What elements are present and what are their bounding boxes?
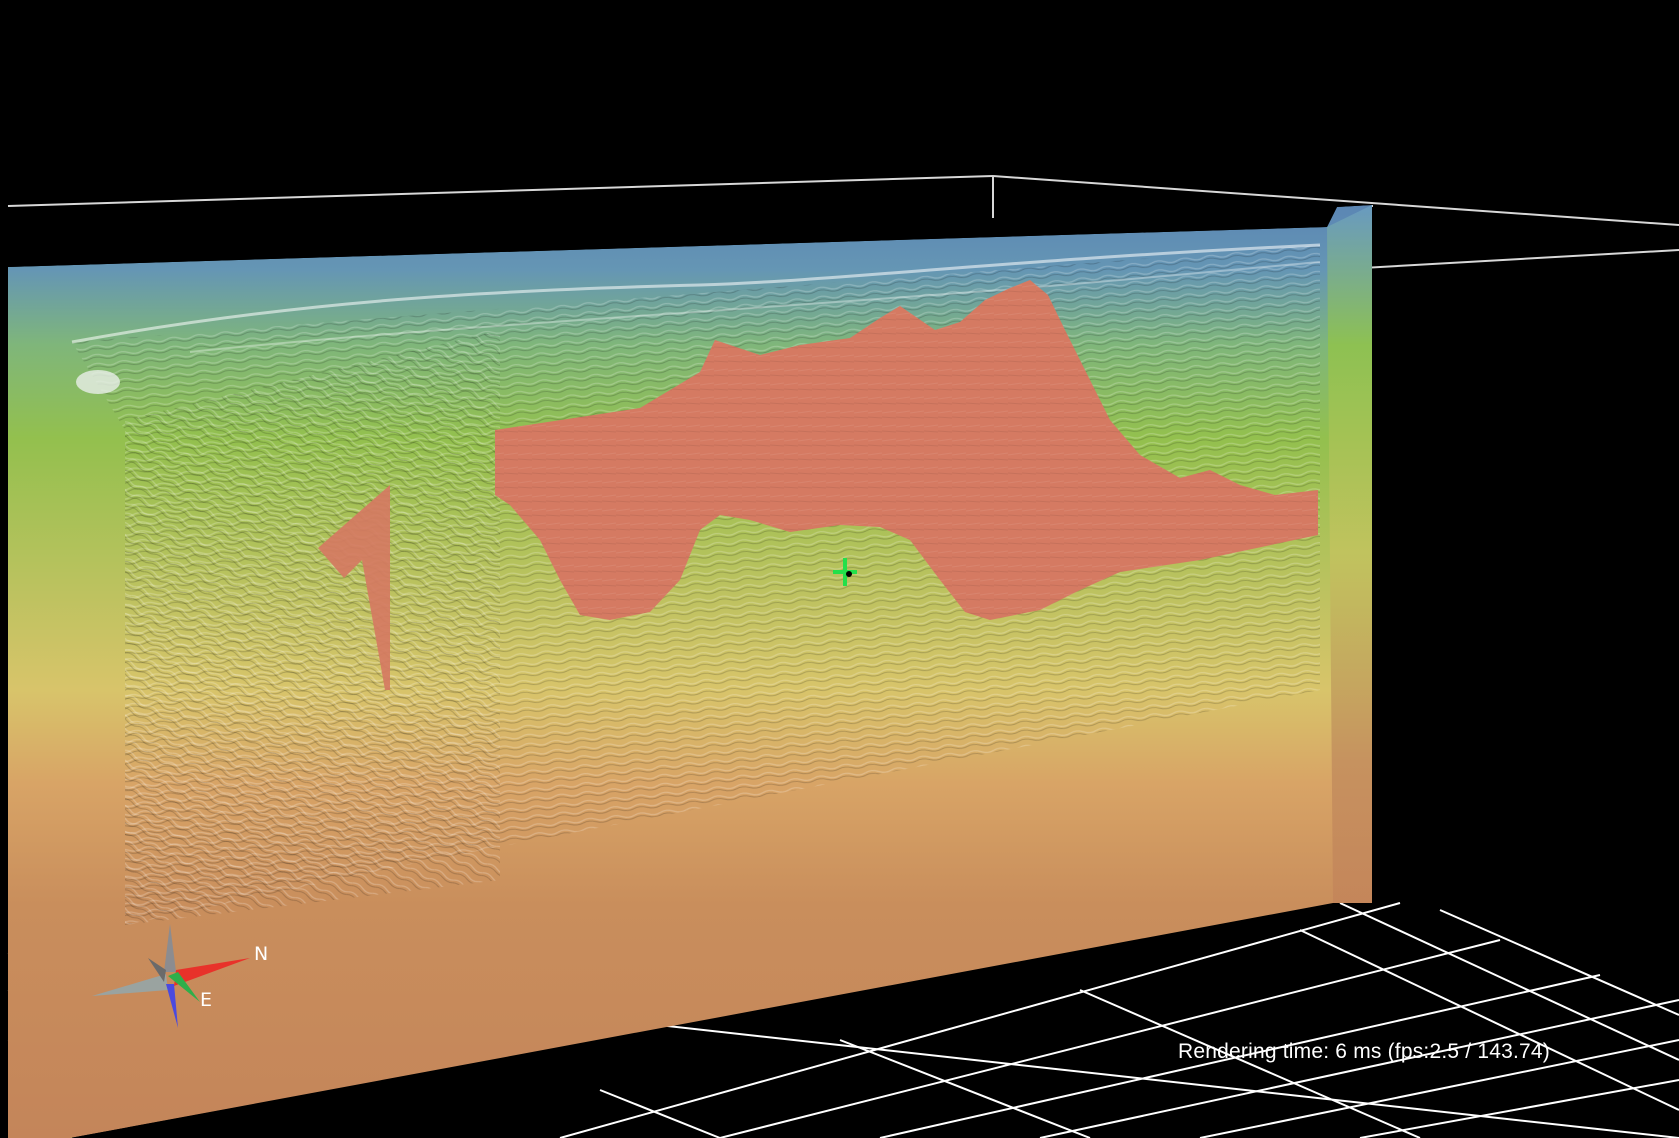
compass-west-arm [92, 974, 168, 996]
salt-body-small [318, 485, 390, 690]
compass-icon: N E [92, 924, 268, 1028]
crosshair-icon[interactable] [833, 558, 857, 586]
compass-up-arm [164, 924, 176, 972]
compass-south-arm [166, 984, 178, 1028]
compass-north-arm [174, 958, 250, 986]
rendering-time-label: Rendering time: 6 ms (fps:2.5 / 143.74) [1178, 1040, 1550, 1063]
compass-east-arm [168, 972, 200, 1002]
seismic-section[interactable] [8, 205, 1372, 1138]
bounding-box [7, 175, 1679, 271]
compass-north-label: N [254, 943, 268, 965]
compass-east-label: E [200, 989, 212, 1011]
